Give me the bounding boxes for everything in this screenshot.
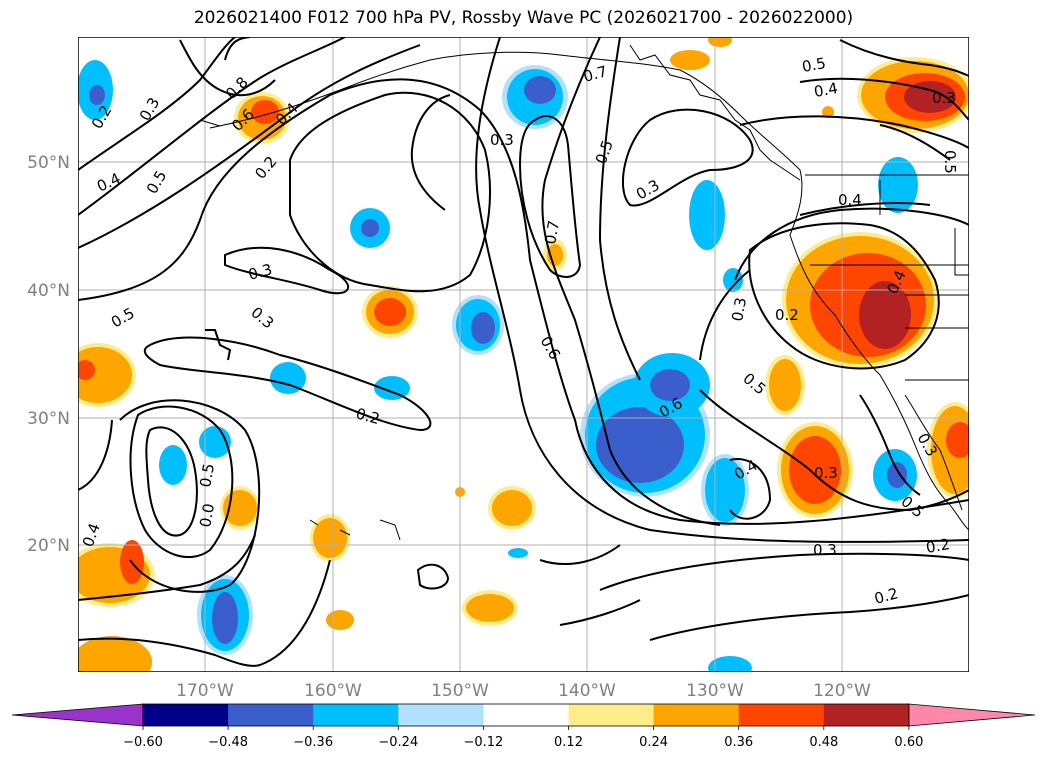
anomaly-pos	[708, 37, 732, 47]
lat-axis: 50°N 40°N 30°N 20°N	[27, 153, 70, 556]
colorbar-extend-low	[11, 703, 144, 727]
anomaly-pos	[670, 50, 710, 70]
contour-label: 0.2	[775, 306, 799, 324]
colorbar-segment	[313, 704, 399, 726]
anomaly-neg	[887, 462, 907, 488]
colorbar-segment	[568, 704, 655, 726]
contour-label: 0.5	[941, 150, 959, 174]
shaded-anomalies	[78, 37, 969, 672]
anomaly-pos	[251, 100, 279, 124]
map-title: 2026021400 F012 700 hPa PV, Rossby Wave …	[193, 8, 854, 28]
anomaly-pos	[769, 359, 801, 411]
anomaly-neg	[471, 312, 495, 344]
anomaly-pos	[822, 106, 834, 118]
anomaly-neg	[878, 157, 918, 213]
lon-label: 160°W	[304, 681, 362, 701]
coastlines	[199, 44, 969, 541]
anomaly-pos	[78, 636, 152, 672]
colorbar-segment	[228, 704, 314, 726]
lon-axis: 170°W 160°W 150°W 140°W 130°W 120°W	[176, 681, 871, 701]
anomaly-neg	[524, 76, 556, 104]
lon-label: 130°W	[686, 681, 744, 701]
colorbar-tick-label: 0.48	[809, 735, 838, 750]
colorbar-tick-label: −0.12	[463, 735, 503, 750]
colorbar-segment	[653, 704, 740, 726]
contour-label: 0.3	[813, 541, 837, 559]
anomaly-pos	[326, 610, 354, 630]
lat-label: 50°N	[27, 153, 70, 173]
colorbar-tick-label: −0.48	[208, 735, 248, 750]
anomaly-pos	[466, 594, 514, 622]
contour-label: 0.0	[196, 502, 218, 529]
contour-label: 0.7	[541, 219, 563, 246]
anomaly-pos	[374, 298, 406, 326]
colorbar-segment	[823, 704, 910, 726]
contour-label: 0.4	[838, 191, 862, 209]
contour-label: 0.3	[728, 296, 750, 323]
contour-label: 0.5	[196, 462, 218, 489]
anomaly-pos	[223, 490, 257, 526]
colorbar-tick-label: 0.36	[724, 735, 753, 750]
anomaly-neg	[89, 85, 105, 105]
anomaly-neg	[596, 407, 684, 483]
anomaly-neg	[374, 376, 410, 400]
colorbar-tick-label: 0.60	[894, 735, 923, 750]
colorbar-segment	[483, 704, 569, 726]
contour-label: 0.3	[490, 131, 514, 149]
colorbar-segment	[738, 704, 825, 726]
contour-label: 0.5	[801, 54, 828, 76]
anomaly-pos	[946, 422, 969, 458]
colorbar-tick-label: 0.24	[639, 735, 668, 750]
lon-label: 150°W	[431, 681, 489, 701]
colorbar-tick-label: 0.12	[554, 735, 583, 750]
anomaly-neg	[689, 180, 725, 250]
gridlines	[78, 37, 969, 672]
anomaly-neg	[361, 219, 379, 237]
contour-label: 0.7	[581, 62, 609, 86]
anomaly-pos	[492, 490, 532, 526]
anomaly-pos	[313, 518, 347, 558]
anomaly-neg	[159, 445, 187, 485]
contour-label: 0.4	[813, 79, 840, 101]
pv-contours	[78, 37, 969, 667]
anomaly-neg	[270, 362, 306, 394]
lon-label: 170°W	[176, 681, 234, 701]
contour-label: 0.2	[354, 404, 382, 428]
lat-label: 20°N	[27, 536, 70, 556]
lon-label: 120°W	[813, 681, 871, 701]
colorbar: −0.60 −0.48 −0.36 −0.24 −0.12 0.12 0.24 0.36 0.4…	[11, 703, 1036, 750]
contour-label: 0.2	[872, 584, 900, 608]
colorbar-segment	[398, 704, 484, 726]
anomaly-pos	[789, 436, 841, 504]
colorbar-frame	[142, 703, 910, 727]
colorbar-tick-label: −0.24	[378, 735, 418, 750]
lat-label: 40°N	[27, 281, 70, 301]
contour-label: 0.3	[246, 260, 274, 284]
colorbar-tick-label: −0.36	[293, 735, 333, 750]
anomaly-pos	[78, 360, 95, 380]
contour-label: 0.3	[932, 89, 956, 107]
colorbar-extend-high	[908, 703, 1036, 727]
lon-label: 140°W	[558, 681, 616, 701]
anomaly-pos	[859, 281, 911, 349]
plot-area: 0.2 0.3 0.4 0.8 0.6 0.4 0.2 0.5 0.5 0.3 …	[78, 37, 969, 672]
colorbar-segment	[143, 704, 229, 726]
contour-label: 0.3	[814, 464, 838, 482]
colorbar-tick-label: −0.60	[123, 735, 163, 750]
anomaly-neg	[708, 656, 752, 672]
anomaly-neg	[650, 369, 690, 401]
anomaly-pos	[904, 81, 956, 113]
lat-label: 30°N	[27, 409, 70, 429]
anomaly-neg	[508, 548, 528, 558]
contour-label: 0.2	[925, 535, 952, 557]
anomaly-neg	[212, 592, 238, 644]
anomaly-pos	[78, 347, 132, 403]
anomaly-pos	[547, 244, 563, 266]
